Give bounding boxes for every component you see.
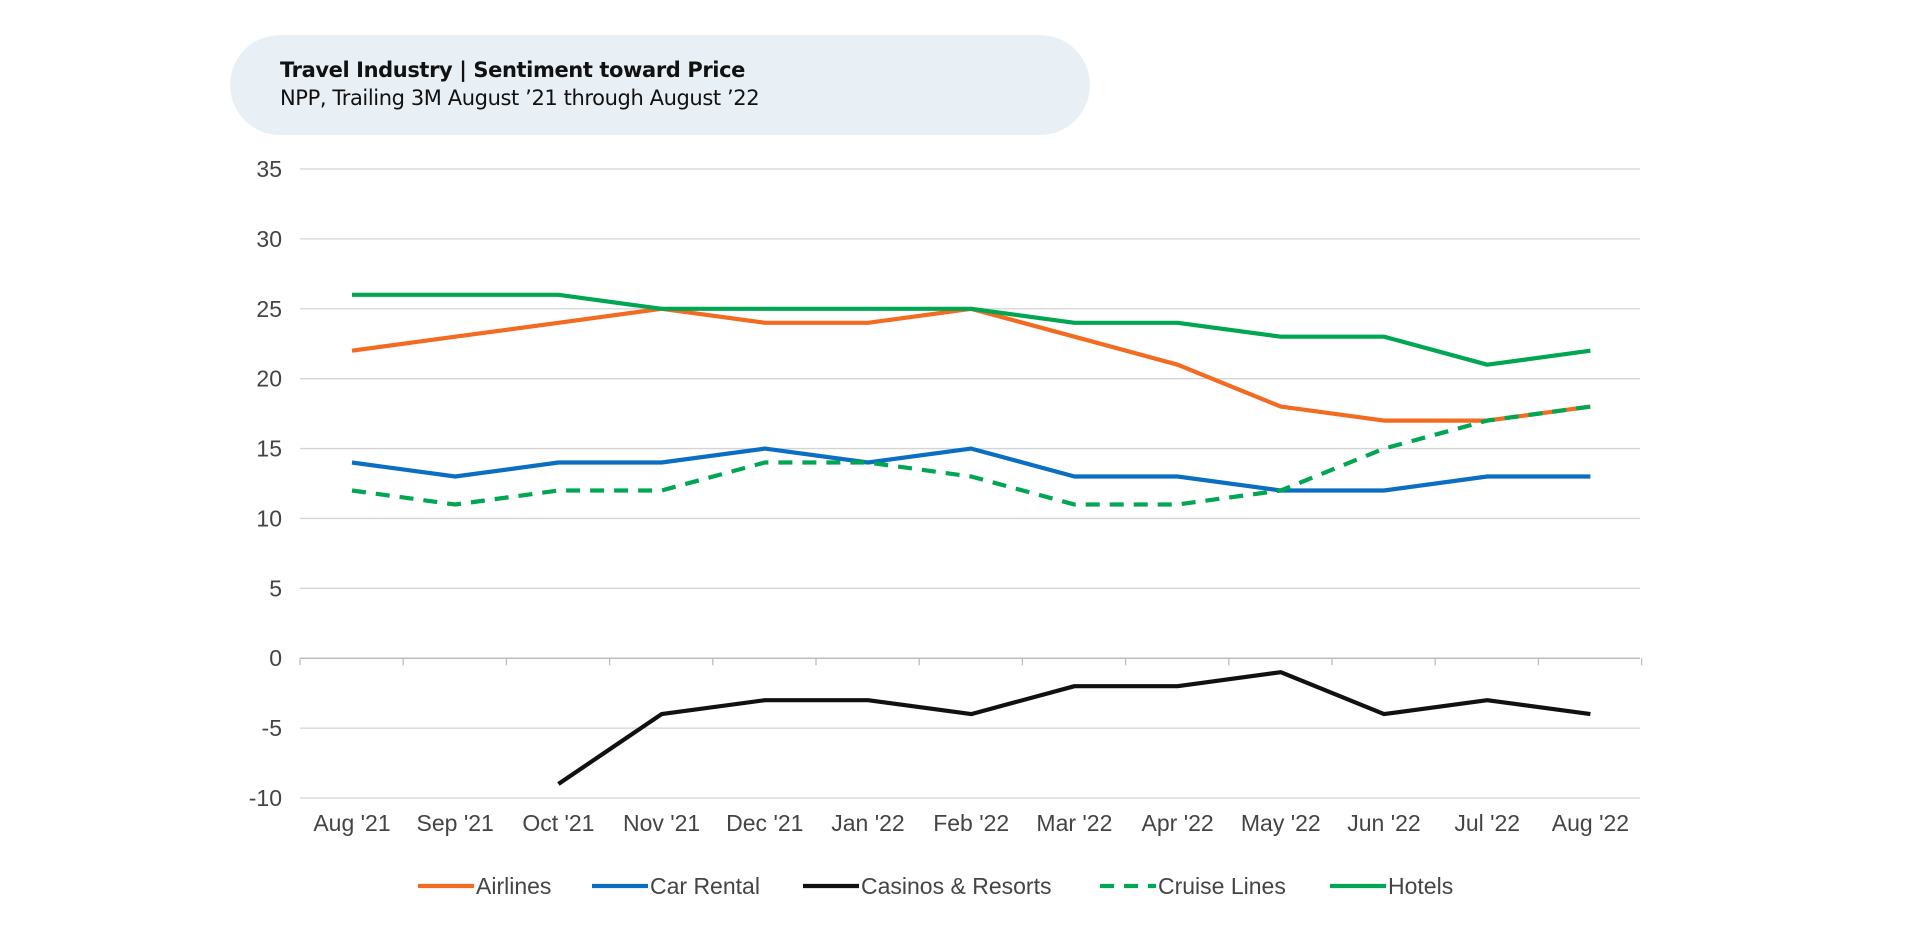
x-tick-label: Jun '22 (1347, 810, 1420, 836)
x-tick-label: Sep '21 (417, 810, 494, 836)
legend-label: Car Rental (650, 873, 760, 899)
x-tick-label: Jan '22 (831, 810, 904, 836)
y-tick-label: 25 (256, 296, 282, 322)
x-tick-label: Mar '22 (1036, 810, 1112, 836)
series-line-hotels (352, 292, 1591, 367)
legend: Airlines Car Rental Casinos & Resorts Cruis… (418, 873, 1453, 899)
x-tick-label: Oct '21 (522, 810, 594, 836)
x-tick-label: Dec '21 (726, 810, 803, 836)
x-tick-label: Aug '22 (1552, 810, 1629, 836)
chart-title-box: Travel Industry | Sentiment toward Price… (230, 35, 1090, 135)
x-tick-label: Apr '22 (1142, 810, 1214, 836)
legend-label: Casinos & Resorts (861, 873, 1051, 899)
y-tick-label: 35 (256, 156, 282, 182)
x-tick-label: Aug '21 (313, 810, 390, 836)
y-tick-label: -5 (262, 715, 282, 741)
y-tick-label: 10 (256, 505, 282, 531)
y-axis: 35 30 25 20 15 10 5 0 -5 -10 (249, 156, 282, 811)
y-tick-label: 30 (256, 226, 282, 252)
legend-label: Airlines (476, 873, 551, 899)
y-tick-label: 0 (269, 645, 282, 671)
x-tick-label: Feb '22 (933, 810, 1009, 836)
legend-label: Cruise Lines (1158, 873, 1286, 899)
series-lines (351, 292, 1591, 786)
x-tick-label: Nov '21 (623, 810, 700, 836)
y-tick-label: -10 (249, 785, 282, 811)
series-line-car-rental (351, 446, 1591, 493)
y-tick-label: 5 (269, 575, 282, 601)
y-tick-label: 15 (256, 436, 282, 462)
series-line-airlines (351, 306, 1591, 423)
series-line-casinos-resorts (557, 670, 1591, 786)
y-tick-label: 20 (256, 366, 282, 392)
x-axis: Aug '21 Sep '21 Oct '21 Nov '21 Dec '21 Jan '… (299, 657, 1643, 836)
series-line-cruise-lines (351, 404, 1591, 507)
chart-subtitle: NPP, Trailing 3M August ’21 through Augu… (280, 86, 760, 110)
chart-title: Travel Industry | Sentiment toward Price (280, 58, 745, 82)
legend-label: Hotels (1388, 873, 1453, 899)
x-tick-label: Jul '22 (1454, 810, 1520, 836)
x-tick-label: May '22 (1241, 810, 1321, 836)
